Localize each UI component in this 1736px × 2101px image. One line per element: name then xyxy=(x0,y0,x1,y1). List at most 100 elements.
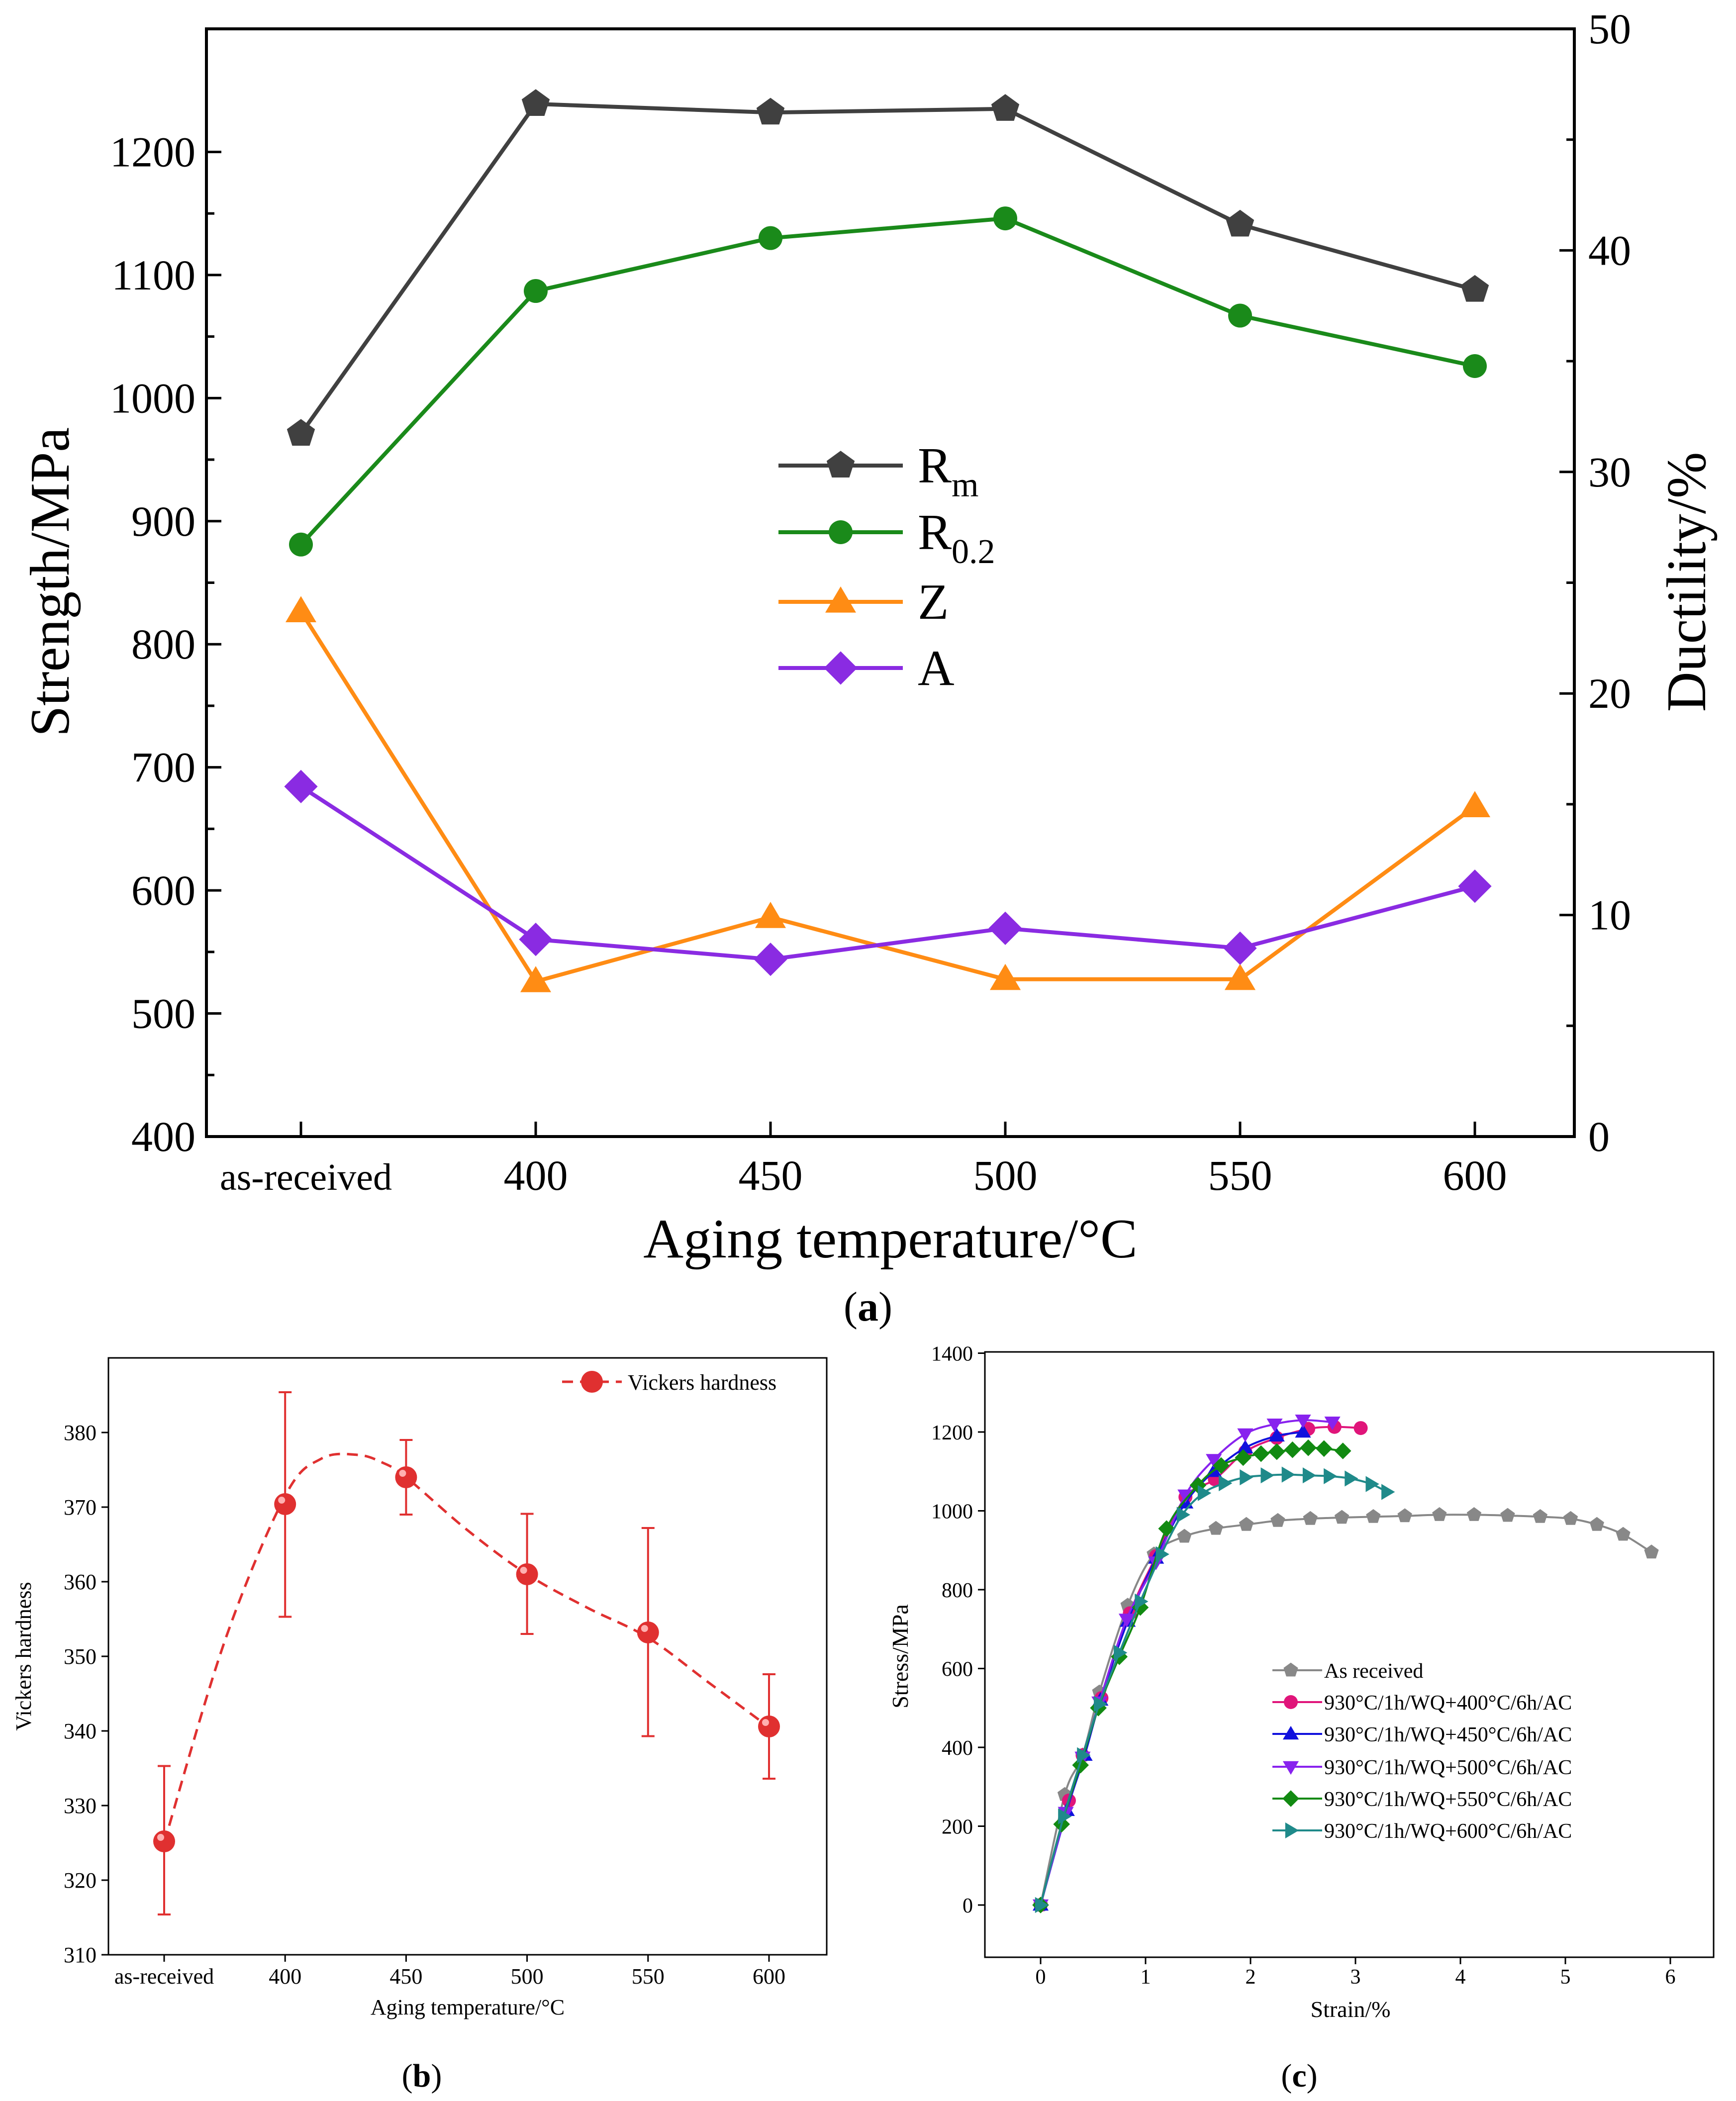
legend-marker xyxy=(824,651,858,685)
x-tick-label: 5 xyxy=(1560,1966,1571,1989)
legend-label-main: R xyxy=(918,438,952,494)
data-point-vickers xyxy=(395,1466,417,1488)
x-tick-label: 400 xyxy=(504,1151,568,1199)
x-tick-label: 550 xyxy=(1208,1151,1272,1199)
curve-data-point xyxy=(1295,1415,1311,1429)
legend-label-subscript: m xyxy=(952,466,978,504)
curve-data-point xyxy=(1381,1484,1395,1500)
x-tick-label: 500 xyxy=(511,1964,544,1989)
curve-data-point xyxy=(1237,1428,1254,1442)
x-tick-label: 1 xyxy=(1141,1966,1151,1989)
curve-data-point xyxy=(1334,1442,1351,1459)
data-point-Rm xyxy=(1226,209,1254,237)
curve-data-point xyxy=(1268,1428,1285,1442)
legend-label: 930°C/1h/WQ+400°C/6h/AC xyxy=(1324,1692,1572,1715)
panel-c-label: (c) xyxy=(1281,2058,1317,2094)
curve-data-point xyxy=(1366,1509,1381,1523)
data-point-highlight xyxy=(399,1470,406,1477)
y-tick-label: 600 xyxy=(942,1658,973,1681)
panel-label-part: ( xyxy=(1281,2058,1292,2094)
series-line-A xyxy=(299,784,1476,961)
legend-label-subscript: 0.2 xyxy=(952,533,995,571)
panel-label-part: ( xyxy=(402,2058,413,2094)
panel-c-plot-frame xyxy=(984,1351,1715,1958)
legend-marker xyxy=(581,1371,603,1393)
data-point-vickers xyxy=(274,1493,296,1515)
y-tick-label: 370 xyxy=(64,1495,96,1520)
data-point-vickers xyxy=(516,1563,538,1585)
curve-data-point xyxy=(1589,1517,1604,1531)
legend-marker xyxy=(826,451,855,478)
data-point-Rm xyxy=(991,94,1020,121)
curve-data-point xyxy=(1353,1421,1368,1435)
curve-data-point xyxy=(1213,1457,1230,1474)
curve-data-point xyxy=(1253,1445,1269,1462)
panel-label-part: b xyxy=(413,2058,431,2094)
data-point-Z xyxy=(1459,791,1491,817)
data-point-R0.2 xyxy=(759,226,782,250)
legend-marker xyxy=(825,586,856,613)
curve-data-point xyxy=(1266,1419,1283,1432)
y-right-tick-label: 0 xyxy=(1588,1113,1610,1160)
y-tick-label: 320 xyxy=(64,1868,96,1893)
legend-label: 930°C/1h/WQ+600°C/6h/AC xyxy=(1324,1820,1572,1843)
curve-data-point xyxy=(1260,1467,1274,1484)
x-tick-label: 500 xyxy=(973,1151,1038,1199)
y-left-axis-title: Strength/MPa xyxy=(19,427,81,737)
curve-data-point xyxy=(1239,1517,1254,1531)
curve-data-point xyxy=(1300,1439,1317,1456)
x-tick-label: 600 xyxy=(753,1964,785,1989)
curve-data-point xyxy=(1176,1507,1190,1523)
panel-b-label: (b) xyxy=(402,2058,442,2094)
curve-data-point xyxy=(1334,1510,1350,1524)
y-tick-label: 1400 xyxy=(931,1343,973,1366)
y-left-tick-label: 500 xyxy=(131,990,195,1038)
data-point-R0.2 xyxy=(1228,303,1252,328)
curve-data-point xyxy=(1235,1449,1252,1466)
panel-label-part: ) xyxy=(878,1284,892,1330)
data-point-highlight xyxy=(278,1497,286,1504)
data-point-R0.2 xyxy=(993,206,1017,231)
data-point-R0.2 xyxy=(524,279,548,303)
data-point-Z xyxy=(990,963,1021,990)
x-tick-label: 450 xyxy=(739,1151,803,1199)
legend-label: 930°C/1h/WQ+450°C/6h/AC xyxy=(1324,1723,1572,1746)
curve-data-point xyxy=(1118,1614,1135,1627)
y-tick-label: 200 xyxy=(942,1816,973,1839)
data-point-vickers xyxy=(153,1830,175,1852)
y-tick-label: 800 xyxy=(942,1579,973,1602)
curve-data-point xyxy=(1158,1520,1175,1537)
curve-data-point xyxy=(1094,1696,1108,1712)
data-point-A xyxy=(1223,931,1257,965)
curve-data-point xyxy=(1208,1521,1223,1535)
legend-label: Z xyxy=(918,574,949,630)
curve-data-point xyxy=(1270,1513,1285,1527)
curve-data-point xyxy=(1324,1468,1338,1484)
y-right-axis-title: Ductility/% xyxy=(1656,452,1718,712)
curve-data-point xyxy=(1284,1441,1301,1458)
series-line-R0.2 xyxy=(299,216,1475,546)
x-axis-title: Aging temperature/°C xyxy=(371,1995,565,2019)
curve-data-point xyxy=(1365,1476,1379,1492)
data-point-Rm xyxy=(521,89,550,116)
panel-label-part: c xyxy=(1292,2058,1306,2094)
curve-data-point xyxy=(1197,1485,1212,1501)
x-tick-label: 400 xyxy=(269,1964,301,1989)
curve-data-point xyxy=(1345,1470,1358,1487)
curve-data-point xyxy=(1177,1528,1192,1543)
curve-data-point xyxy=(1397,1508,1412,1523)
curve-data-point xyxy=(1240,1469,1254,1486)
data-point-Rm xyxy=(756,97,785,125)
legend-label: Vickers hardness xyxy=(628,1370,776,1395)
x-tick-label: 0 xyxy=(1036,1966,1046,1989)
curve-data-point xyxy=(1466,1507,1482,1521)
data-point-A xyxy=(754,943,787,976)
data-point-Z xyxy=(1224,963,1256,990)
data-point-R0.2 xyxy=(289,532,313,557)
y-axis-title: Vickers hardness xyxy=(11,1582,36,1730)
y-right-tick-label: 20 xyxy=(1588,669,1631,717)
legend-label: A xyxy=(918,640,955,696)
curve-data-point xyxy=(1035,1897,1049,1913)
y-left-tick-label: 400 xyxy=(131,1113,195,1160)
x-tick-label: as-received xyxy=(114,1964,214,1989)
